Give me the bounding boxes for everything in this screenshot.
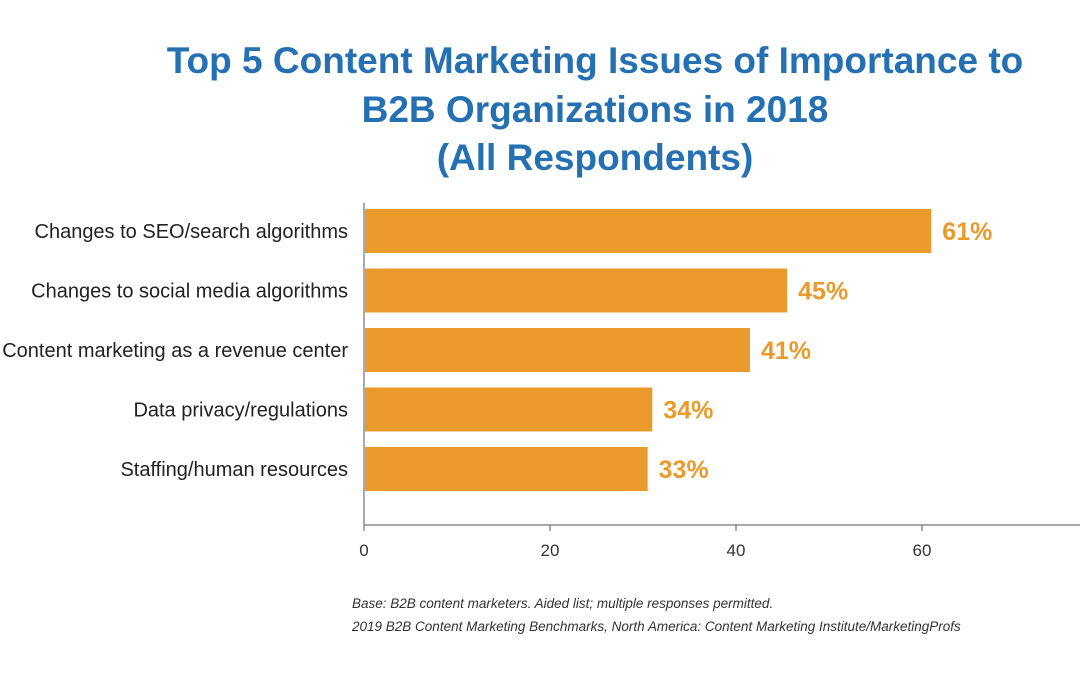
value-label: 33% [659, 456, 709, 484]
x-tick-label: 0 [359, 541, 368, 560]
bar [365, 387, 653, 432]
x-tick-label: 40 [727, 541, 746, 560]
category-label: Data privacy/regulations [133, 400, 348, 422]
bar [365, 209, 932, 253]
bar [365, 447, 648, 491]
bar [365, 328, 750, 372]
value-label: 34% [663, 397, 713, 425]
value-label: 61% [942, 218, 992, 246]
chart-title-line-3: (All Respondents) [436, 137, 754, 178]
footnote-base: Base: B2B content marketers. Aided list;… [352, 596, 774, 611]
value-label: 45% [798, 278, 848, 306]
value-label: 41% [761, 337, 811, 365]
x-tick-label: 60 [913, 541, 932, 560]
category-label: Changes to social media algorithms [31, 281, 348, 303]
category-label: Content marketing as a revenue center [2, 340, 348, 362]
category-label: Changes to SEO/search algorithms [35, 221, 349, 243]
category-label: Staffing/human resources [120, 459, 348, 481]
x-tick-label: 20 [541, 541, 560, 560]
bar [365, 268, 788, 313]
chart-title-line-1: Top 5 Content Marketing Issues of Import… [166, 40, 1024, 81]
chart-title-line-2: B2B Organizations in 2018 [361, 89, 829, 130]
footnote-source: 2019 B2B Content Marketing Benchmarks, N… [352, 619, 961, 634]
